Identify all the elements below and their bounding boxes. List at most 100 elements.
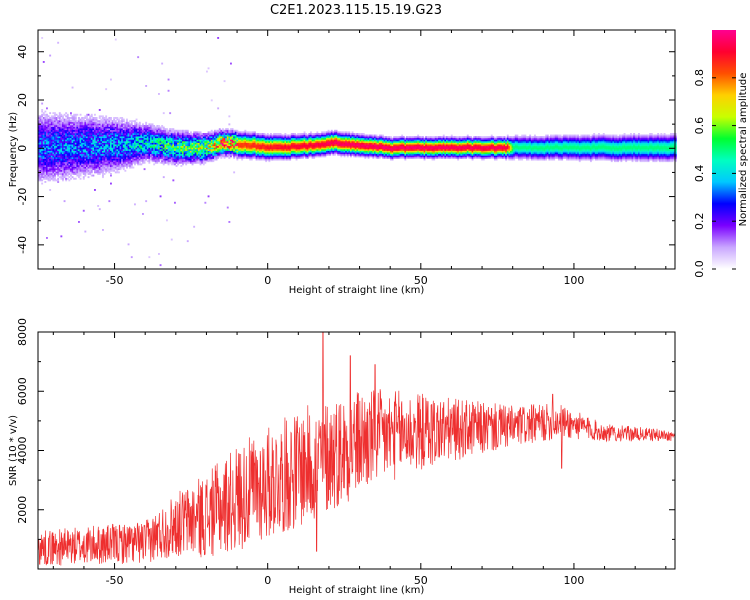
heatmap-cell [190, 131, 192, 134]
heatmap-cell [86, 158, 88, 161]
heatmap-cell [70, 161, 72, 164]
heatmap-cell [306, 152, 309, 155]
heatmap-cell [158, 128, 160, 131]
heatmap-cell [303, 153, 306, 156]
heatmap-cell [238, 155, 240, 158]
heatmap-cell [114, 152, 117, 155]
heatmap-cell [118, 125, 120, 127]
heatmap-cell [177, 161, 180, 164]
heatmap-cell [110, 121, 112, 124]
heatmap-cell [98, 163, 101, 166]
heatmap-cell [106, 126, 109, 129]
heatmap-cell [126, 134, 128, 137]
heatmap-cell [95, 137, 98, 140]
heatmap-cell [169, 161, 172, 164]
heatmap-cell [351, 149, 354, 151]
heatmap-cell [49, 137, 52, 140]
heatmap-cell [39, 158, 42, 161]
heatmap-cell [153, 157, 156, 159]
heatmap-cell [65, 161, 68, 164]
heatmap-cell [204, 142, 207, 145]
heatmap-cell [135, 158, 138, 161]
heatmap-cell [65, 139, 68, 142]
heatmap-cell [337, 147, 340, 150]
heatmap-cell [182, 131, 184, 134]
heatmap-cell [55, 139, 58, 142]
heatmap-cell [330, 137, 333, 140]
heatmap-cell [343, 152, 346, 155]
heatmap-cell [121, 141, 124, 143]
heatmap-cell [71, 123, 74, 126]
heatmap-cell [246, 144, 248, 147]
heatmap-cell [97, 134, 100, 137]
heatmap-cell [132, 136, 135, 139]
heatmap-cell [318, 136, 320, 139]
heatmap-cell [228, 142, 231, 145]
heatmap-cell [225, 145, 228, 148]
heatmap-cell [327, 153, 330, 156]
heatmap-cell [340, 136, 343, 139]
heatmap-cell [135, 155, 138, 158]
heatmap-cell [316, 147, 319, 150]
heatmap-cell [162, 158, 165, 161]
heatmap-cell [60, 145, 63, 148]
heatmap-cell [191, 137, 194, 140]
heatmap-cell [114, 129, 117, 132]
heatmap-cell [262, 136, 264, 139]
heatmap-cell [52, 150, 55, 153]
heatmap-cell [175, 147, 178, 150]
heatmap-cell [124, 144, 127, 147]
heatmap-cell [74, 129, 77, 132]
heatmap-cell [311, 134, 314, 137]
heatmap-cell [138, 123, 141, 126]
heatmap-cell [70, 169, 72, 172]
heatmap-cell [198, 137, 200, 140]
heatmap-cell [54, 169, 56, 172]
heatmap-cell [137, 123, 140, 126]
heatmap-cell [52, 166, 55, 169]
heatmap-cell [159, 264, 162, 267]
heatmap-cell [246, 152, 248, 155]
heatmap-cell [369, 149, 372, 151]
heatmap-cell [183, 157, 186, 159]
heatmap-cell [42, 149, 45, 151]
heatmap-cell [74, 145, 77, 148]
heatmap-cell [58, 145, 61, 148]
heatmap-cell [124, 142, 127, 145]
heatmap-cell [106, 163, 109, 166]
heatmap-cell [217, 131, 220, 134]
heatmap-cell [49, 155, 52, 158]
heatmap-cell [230, 62, 232, 65]
heatmap-cell [361, 144, 364, 147]
heatmap-cell [369, 147, 372, 150]
heatmap-cell [66, 149, 69, 151]
heatmap-cell [54, 136, 56, 139]
heatmap-cell [44, 177, 47, 180]
heatmap-cell [116, 169, 119, 172]
heatmap-cell [65, 147, 68, 150]
heatmap-cell [345, 144, 348, 147]
heatmap-cell [284, 141, 287, 143]
heatmap-cell [306, 145, 309, 148]
heatmap-cell [166, 144, 168, 147]
heatmap-cell [84, 173, 87, 175]
heatmap-cell [151, 139, 154, 142]
heatmap-cell [89, 171, 92, 174]
heatmap-cell [250, 150, 253, 153]
heatmap-cell [255, 147, 258, 150]
heatmap-cell [44, 115, 47, 118]
heatmap-cell [70, 163, 72, 166]
heatmap-cell [287, 149, 290, 151]
heatmap-cell [76, 139, 79, 142]
heatmap-cell [106, 165, 109, 167]
heatmap-cell [134, 203, 136, 206]
heatmap-cell [129, 120, 132, 123]
heatmap-cell [62, 144, 64, 147]
heatmap-cell [351, 141, 354, 143]
heatmap-cell [244, 134, 247, 137]
heatmap-cell [250, 137, 253, 140]
heatmap-cell [263, 142, 266, 145]
heatmap-cell [142, 136, 144, 139]
heatmap-cell [321, 137, 324, 140]
heatmap-cell [226, 152, 229, 155]
